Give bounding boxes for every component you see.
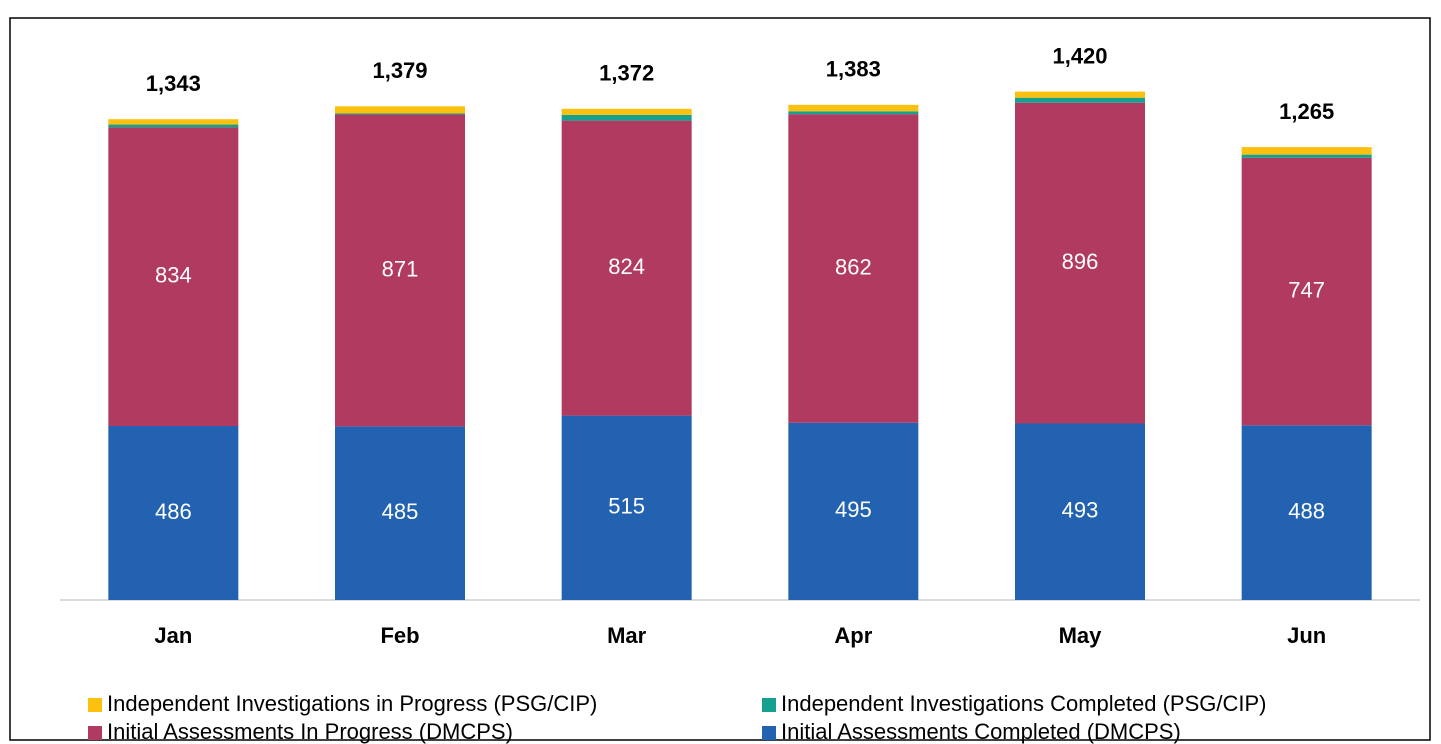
bar-segment xyxy=(561,415,692,600)
x-tick-label: Jun xyxy=(1287,623,1326,648)
bar-segment xyxy=(1015,102,1145,424)
total-label: 1,383 xyxy=(826,57,881,82)
bar-segment xyxy=(335,106,465,114)
segment-label: 862 xyxy=(835,254,872,279)
total-label: 1,265 xyxy=(1279,99,1334,124)
legend-label: Independent Investigations in Progress (… xyxy=(107,691,597,716)
bar-segment xyxy=(108,119,239,125)
total-label: 1,379 xyxy=(372,58,427,83)
chart-border xyxy=(9,17,1431,741)
bar-segment xyxy=(1241,147,1372,155)
bar-segment xyxy=(1015,91,1145,98)
x-tick-label: Feb xyxy=(380,623,419,648)
legend-swatch xyxy=(88,726,102,740)
bar-segment xyxy=(788,114,919,423)
bar-segment xyxy=(1241,157,1372,426)
bar-segment xyxy=(561,108,692,115)
segment-label: 896 xyxy=(1062,249,1099,274)
bar-segment xyxy=(108,426,239,600)
legend-swatch xyxy=(762,698,776,712)
bar-segment xyxy=(335,426,465,600)
segment-label: 747 xyxy=(1288,277,1325,302)
legend-label: Initial Assessments Completed (DMCPS) xyxy=(781,719,1181,744)
bar-segment xyxy=(561,120,692,416)
total-label: 1,420 xyxy=(1052,43,1107,68)
legend-swatch xyxy=(762,726,776,740)
bar-segment xyxy=(1241,154,1372,158)
bar-segment xyxy=(788,111,919,115)
bar-segment xyxy=(1015,97,1145,103)
x-tick-label: Jan xyxy=(154,623,192,648)
total-label: 1,343 xyxy=(146,71,201,96)
segment-label: 493 xyxy=(1062,498,1099,523)
segment-label: 871 xyxy=(382,256,419,281)
bar-segment xyxy=(788,422,919,600)
legend-swatch xyxy=(88,698,102,712)
legend-label: Initial Assessments In Progress (DMCPS) xyxy=(107,719,513,744)
bar-segment xyxy=(561,114,692,121)
segment-label: 485 xyxy=(382,499,419,524)
segment-label: 486 xyxy=(155,499,192,524)
bar-segment xyxy=(335,114,465,427)
bar-segment xyxy=(108,127,239,426)
x-tick-label: Mar xyxy=(607,623,647,648)
segment-label: 515 xyxy=(608,494,645,519)
bar-segment xyxy=(335,113,465,115)
legend-label: Independent Investigations Completed (PS… xyxy=(781,691,1267,716)
segment-label: 824 xyxy=(608,254,645,279)
bar-segment xyxy=(1015,423,1145,600)
bar-segment xyxy=(788,104,919,112)
segment-label: 488 xyxy=(1288,498,1325,523)
bar-segment xyxy=(1241,425,1372,600)
bar-segment xyxy=(108,124,239,128)
segment-label: 495 xyxy=(835,497,872,522)
x-tick-label: May xyxy=(1059,623,1103,648)
segment-label: 834 xyxy=(155,263,192,288)
x-tick-label: Apr xyxy=(834,623,872,648)
total-label: 1,372 xyxy=(599,61,654,86)
